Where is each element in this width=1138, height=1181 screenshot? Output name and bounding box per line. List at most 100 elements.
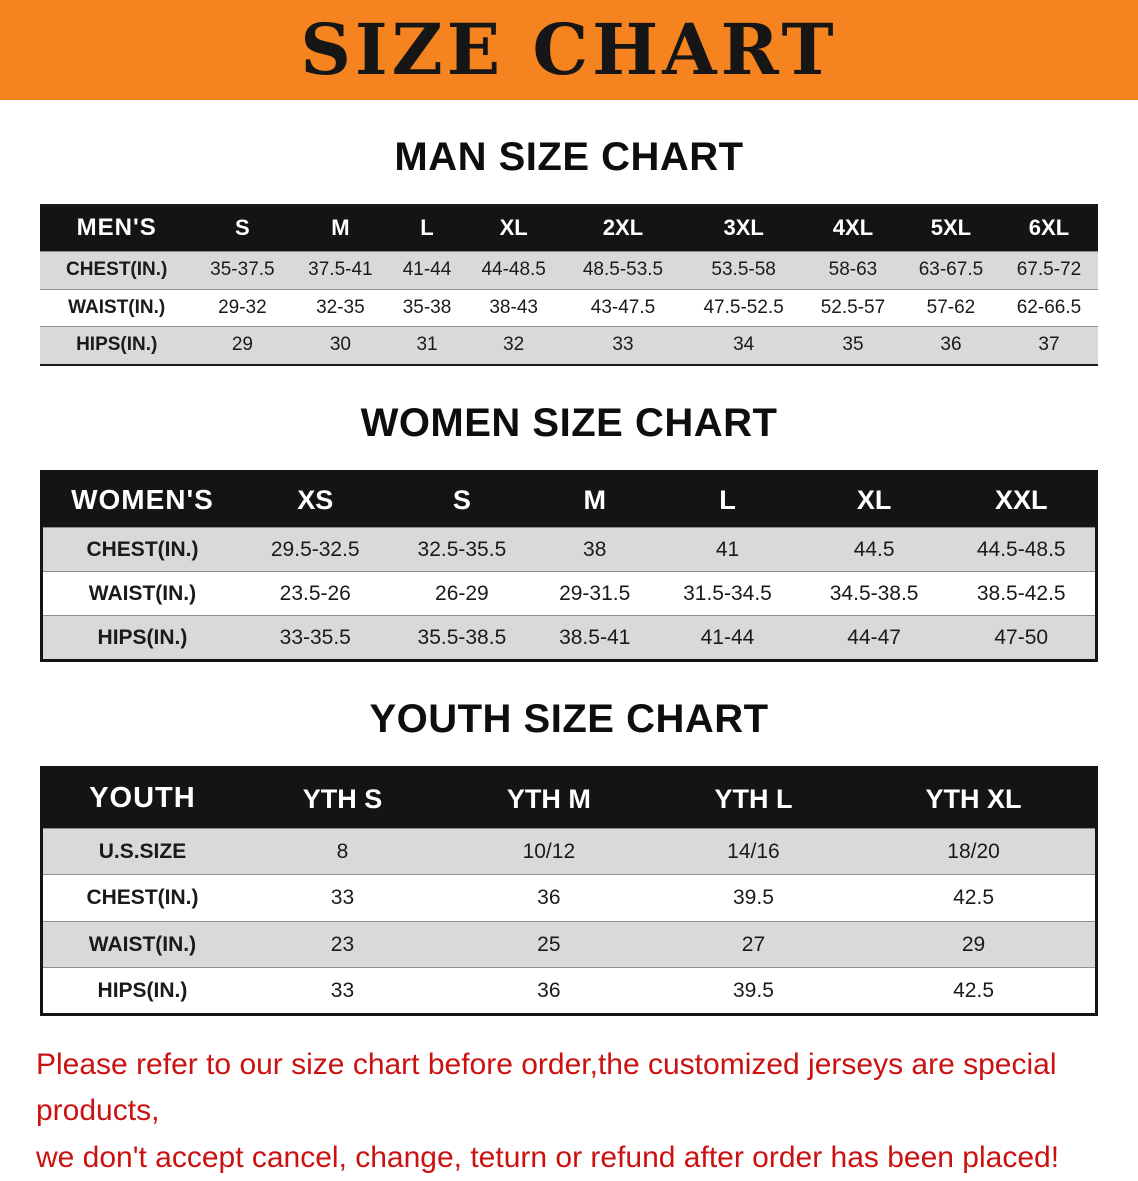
size-header-cell: YTH XL	[852, 767, 1097, 829]
table-row: WAIST(IN.) 23.5-26 26-29 29-31.5 31.5-34.5 34…	[41, 570, 1097, 616]
banner: SIZE CHART	[0, 0, 1138, 100]
size-value-cell: 29.5-32.5	[241, 526, 389, 572]
size-header-cell: YTH L	[654, 767, 853, 829]
size-value-cell: 14/16	[654, 828, 853, 875]
size-value-cell: 26-29	[388, 570, 536, 616]
row-label-cell: U.S.SIZE	[41, 828, 242, 875]
table-title-cell: YOUTH	[41, 767, 242, 829]
size-value-cell: 47.5-52.5	[683, 288, 804, 327]
size-value-cell: 41	[654, 526, 801, 572]
size-header-cell: 5XL	[901, 205, 1000, 252]
size-header-cell: 4XL	[803, 205, 902, 252]
size-header-cell: M	[535, 471, 655, 528]
table-title-cell: MEN'S	[40, 205, 194, 252]
size-value-cell: 8	[241, 828, 443, 875]
size-value-cell: 35-38	[389, 288, 465, 327]
row-label-cell: WAIST(IN.)	[40, 288, 194, 327]
size-value-cell: 29-31.5	[535, 570, 655, 616]
row-label-cell: CHEST(IN.)	[41, 526, 242, 572]
size-value-cell: 32-35	[291, 288, 390, 327]
size-value-cell: 35.5-38.5	[388, 615, 536, 661]
size-value-cell: 35	[803, 326, 902, 366]
size-value-cell: 31.5-34.5	[654, 570, 801, 616]
size-value-cell: 32.5-35.5	[388, 526, 536, 572]
table-title-cell: WOMEN'S	[41, 471, 242, 528]
size-value-cell: 42.5	[852, 966, 1097, 1015]
size-header-cell: XL	[464, 205, 563, 252]
row-label-cell: HIPS(IN.)	[41, 615, 242, 661]
size-value-cell: 44-48.5	[464, 250, 563, 290]
page-title: SIZE CHART	[300, 8, 838, 91]
table-row: HIPS(IN.) 33-35.5 35.5-38.5 38.5-41 41-44 44-…	[41, 615, 1097, 661]
row-label-cell: HIPS(IN.)	[40, 326, 194, 366]
size-header-cell: YTH S	[241, 767, 443, 829]
size-value-cell: 62-66.5	[999, 288, 1098, 327]
womens-section-heading: WOMEN SIZE CHART	[360, 401, 778, 446]
size-value-cell: 25	[442, 920, 655, 968]
size-value-cell: 44.5-48.5	[947, 526, 1097, 572]
size-value-cell: 44-47	[800, 615, 948, 661]
size-value-cell: 57-62	[901, 288, 1000, 327]
table-row: WAIST(IN.) 29-32 32-35 35-38 38-43 43-47.5 47.…	[40, 288, 1098, 327]
womens-size-table: WOMEN'S XS S M L XL XXL CHEST(IN.) 29.5-32.5 32.…	[40, 470, 1098, 663]
table-row: WAIST(IN.) 23 25 27 29	[41, 920, 1097, 968]
youth-size-section: YOUTH SIZE CHART YOUTH YTH S YTH M YTH L YTH…	[0, 696, 1138, 1016]
size-value-cell: 38	[535, 526, 655, 572]
size-value-cell: 27	[654, 920, 853, 968]
size-value-cell: 63-67.5	[901, 250, 1000, 290]
table-row: CHEST(IN.) 35-37.5 37.5-41 41-44 44-48.5 48.5…	[40, 250, 1098, 290]
row-label-cell: HIPS(IN.)	[41, 966, 242, 1015]
footer-note: Please refer to our size chart before or…	[36, 1042, 1102, 1181]
youth-size-table: YOUTH YTH S YTH M YTH L YTH XL U.S.SIZE 8 10/1…	[40, 766, 1098, 1016]
size-value-cell: 23	[241, 920, 443, 968]
size-value-cell: 38.5-42.5	[947, 570, 1097, 616]
row-label-cell: CHEST(IN.)	[41, 874, 242, 922]
mens-size-table: MEN'S S M L XL 2XL 3XL 4XL 5XL 6XL CHEST(IN.) 35-3…	[40, 204, 1098, 367]
size-value-cell: 43-47.5	[562, 288, 684, 327]
size-value-cell: 23.5-26	[241, 570, 389, 616]
size-value-cell: 53.5-58	[683, 250, 804, 290]
size-value-cell: 38.5-41	[535, 615, 655, 661]
size-value-cell: 29-32	[193, 288, 292, 327]
row-label-cell: WAIST(IN.)	[41, 920, 242, 968]
size-value-cell: 42.5	[852, 874, 1097, 922]
size-header-cell: S	[193, 205, 292, 252]
size-value-cell: 37	[999, 326, 1098, 366]
size-value-cell: 36	[442, 874, 655, 922]
size-value-cell: 34.5-38.5	[800, 570, 948, 616]
table-header-row: WOMEN'S XS S M L XL XXL	[41, 471, 1097, 528]
size-value-cell: 18/20	[852, 828, 1097, 875]
size-value-cell: 34	[683, 326, 804, 366]
size-value-cell: 29	[193, 326, 292, 366]
size-header-cell: L	[389, 205, 465, 252]
mens-size-section: MAN SIZE CHART MEN'S S M L XL 2XL 3XL 4XL 5XL 6XL…	[0, 134, 1138, 367]
size-value-cell: 41-44	[389, 250, 465, 290]
size-value-cell: 67.5-72	[999, 250, 1098, 290]
size-value-cell: 47-50	[947, 615, 1097, 661]
womens-size-section: WOMEN SIZE CHART WOMEN'S XS S M L XL XXL CHEST…	[0, 400, 1138, 663]
row-label-cell: WAIST(IN.)	[41, 570, 242, 616]
size-value-cell: 32	[464, 326, 563, 366]
size-value-cell: 30	[291, 326, 390, 366]
table-row: HIPS(IN.) 33 36 39.5 42.5	[41, 966, 1097, 1015]
size-value-cell: 33	[241, 874, 443, 922]
size-value-cell: 39.5	[654, 874, 853, 922]
size-value-cell: 29	[852, 920, 1097, 968]
size-header-cell: 6XL	[999, 205, 1098, 252]
row-label-cell: CHEST(IN.)	[40, 250, 194, 290]
size-value-cell: 10/12	[442, 828, 655, 875]
footer-note-line: Please refer to our size chart before or…	[36, 1047, 1057, 1128]
table-row: CHEST(IN.) 29.5-32.5 32.5-35.5 38 41 44.5 44.5…	[41, 526, 1097, 572]
size-header-cell: 2XL	[562, 205, 684, 252]
size-value-cell: 38-43	[464, 288, 563, 327]
mens-section-heading: MAN SIZE CHART	[394, 135, 744, 179]
size-value-cell: 33	[562, 326, 684, 366]
size-value-cell: 36	[901, 326, 1000, 366]
size-header-cell: M	[291, 205, 390, 252]
size-value-cell: 39.5	[654, 966, 853, 1015]
table-row: U.S.SIZE 8 10/12 14/16 18/20	[41, 828, 1097, 875]
size-value-cell: 44.5	[800, 526, 948, 572]
size-header-cell: YTH M	[442, 767, 655, 829]
footer-note-line: we don't accept cancel, change, teturn o…	[36, 1140, 1060, 1174]
